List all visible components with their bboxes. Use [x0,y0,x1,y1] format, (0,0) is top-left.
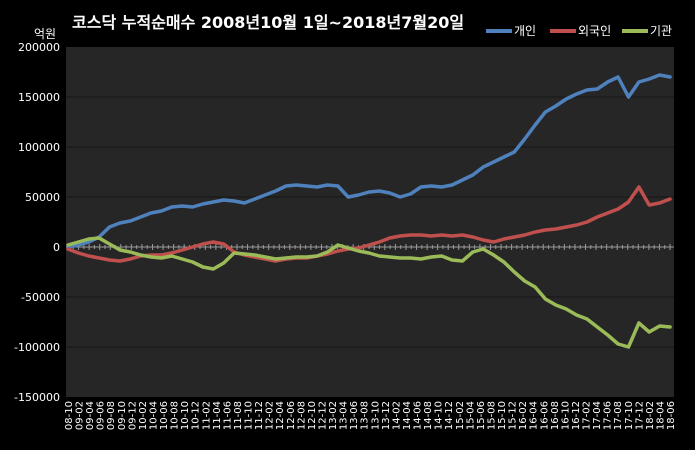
x-tick-label: 13-02 [328,401,339,430]
y-tick-label: 150000 [18,91,60,104]
x-tick-label: 10-04 [148,401,159,430]
y-tick-label: -150000 [14,391,60,404]
x-tick-label: 17-08 [613,401,624,430]
series-lines [66,73,672,349]
series-line-2 [66,236,672,349]
x-tick-label: 14-08 [423,401,434,430]
x-tick-label: 14-06 [413,401,424,430]
x-tick-label: 17-06 [603,401,614,430]
x-tick-label: 16-04 [529,401,540,430]
x-tick-label: 16-10 [560,401,571,430]
x-tick-label: 12-08 [296,401,307,430]
x-tick-label: 13-06 [349,401,360,430]
x-tick-label: 12-02 [265,401,276,430]
x-tick-label: 16-08 [550,401,561,430]
x-tick-label: 13-08 [360,401,371,430]
x-tick-label: 10-12 [191,401,202,430]
x-tick-label: 14-10 [434,401,445,430]
y-axis-ticks: 200000 150000 100000 50000 0 -50000 -100000 -15… [14,41,60,404]
x-tick-label: 17-02 [582,401,593,430]
x-tick-label: 14-12 [444,401,455,430]
x-tick-label: 18-06 [666,401,677,430]
x-tick-label: 15-02 [455,401,466,430]
x-tick-label: 12-10 [307,401,318,430]
x-tick-label: 12-04 [275,401,286,430]
x-tick-label: 18-04 [655,401,666,430]
x-tick-label: 10-02 [138,401,149,430]
x-axis-ticks: 08-10 09-02 09-04 09-06 09-08 09-10 09-12 10-02… [64,244,677,430]
series-line-0 [66,73,672,249]
x-tick-label: 09-02 [75,401,86,430]
x-tick-label: 15-08 [486,401,497,430]
y-tick-label: 50000 [25,191,60,204]
x-tick-label: 13-10 [370,401,381,430]
x-tick-label: 09-12 [127,401,138,430]
x-tick-label: 11-08 [233,401,244,430]
x-tick-label: 15-06 [476,401,487,430]
y-tick-label: -100000 [14,341,60,354]
x-tick-label: 09-08 [106,401,117,430]
x-tick-label: 17-04 [592,401,603,430]
x-tick-label: 16-06 [539,401,550,430]
x-tick-label: 13-04 [339,401,350,430]
x-tick-label: 15-04 [465,401,476,430]
y-axis-unit-label: 억원 [34,27,56,41]
x-tick-label: 13-12 [381,401,392,430]
x-tick-label: 15-10 [497,401,508,430]
y-tick-label: 100000 [18,141,60,154]
x-tick-label: 10-08 [170,401,181,430]
x-tick-label: 11-10 [244,401,255,430]
plot-area [66,47,674,397]
series-line-1 [66,185,672,263]
y-tick-label: 0 [53,241,60,254]
legend-label: 개인 [514,24,536,38]
x-tick-label: 10-06 [159,401,170,430]
x-tick-label: 11-02 [201,401,212,430]
legend-label: 외국인 [578,24,611,38]
legend-label: 기관 [650,24,672,38]
x-tick-label: 11-04 [212,401,223,430]
x-tick-label: 09-06 [96,401,107,430]
x-tick-label: 10-10 [180,401,191,430]
x-tick-label: 15-12 [508,401,519,430]
gridlines [66,96,674,348]
x-tick-label: 14-02 [391,401,402,430]
x-tick-label: 17-12 [634,401,645,430]
x-tick-label: 09-04 [85,401,96,430]
x-tick-label: 11-12 [254,401,265,430]
x-tick-label: 12-12 [317,401,328,430]
y-tick-label: -50000 [21,291,60,304]
x-tick-label: 16-02 [518,401,529,430]
x-tick-label: 11-06 [222,401,233,430]
x-tick-label: 17-10 [624,401,635,430]
x-tick-label: 14-04 [402,401,413,430]
x-tick-label: 12-06 [286,401,297,430]
legend: 개인 외국인 기관 [486,24,672,38]
x-tick-label: 16-12 [571,401,582,430]
chart-title: 코스닥 누적순매수 2008년10월 1일~2018년7월20일 [72,13,464,32]
x-tick-label: 08-10 [64,401,75,430]
x-tick-label: 09-10 [117,401,128,430]
y-tick-label: 200000 [18,41,60,54]
x-tick-label: 18-02 [645,401,656,430]
